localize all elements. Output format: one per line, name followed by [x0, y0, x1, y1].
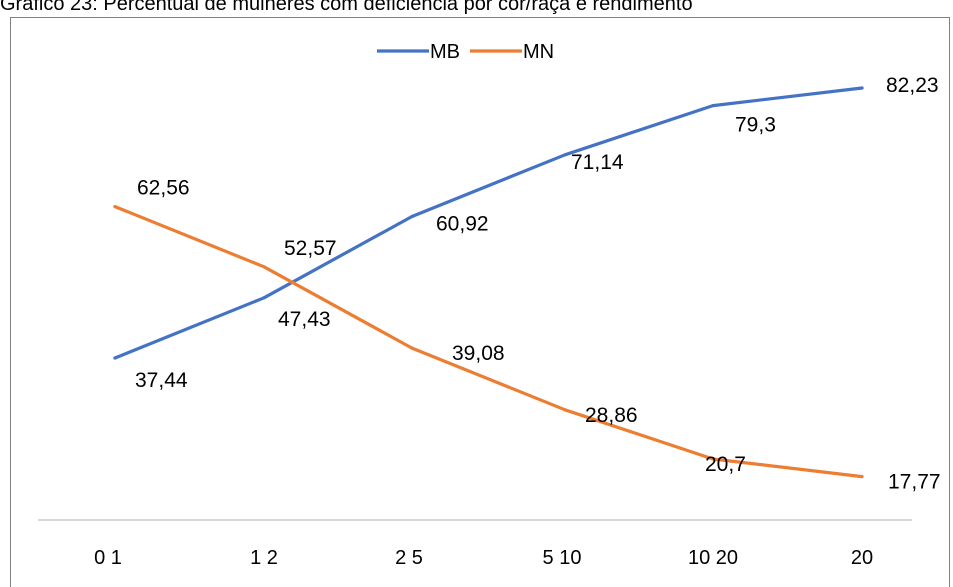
data-label-mn: 62,56 — [137, 177, 190, 200]
data-point-mb — [262, 296, 266, 300]
data-point-mn — [860, 475, 864, 479]
data-point-mb — [410, 214, 414, 219]
data-label-mb: 71,14 — [571, 151, 624, 174]
data-point-mn — [410, 346, 414, 350]
data-point-mn — [262, 265, 266, 269]
x-tick-label: 10 20 — [688, 547, 738, 569]
data-point-mn — [711, 457, 715, 461]
data-label-mn: 28,86 — [585, 404, 638, 427]
series-line-mn — [113, 205, 864, 479]
x-tick-label: 5 10 — [543, 547, 582, 569]
x-tick-label: 1 2 — [250, 547, 278, 569]
data-label-mn: 52,57 — [284, 237, 337, 260]
data-label-mn: 17,77 — [888, 471, 941, 494]
x-tick-label: 20 — [851, 547, 873, 569]
data-label-mb: 79,3 — [735, 114, 776, 137]
chart-title: Gráfico 23: Percentual de mulheres com d… — [0, 0, 693, 15]
data-label-mn: 39,08 — [452, 342, 505, 365]
data-label-mb: 47,43 — [278, 308, 331, 331]
data-point-mb — [113, 356, 117, 360]
data-label-mb: 60,92 — [436, 213, 489, 236]
x-tick-label: 0 1 — [94, 547, 122, 569]
data-label-mn: 20,7 — [705, 453, 746, 476]
x-tick-label: 2 5 — [395, 547, 423, 569]
legend-label-mb: MB — [430, 41, 460, 63]
data-label-mb: 82,23 — [886, 74, 939, 97]
series-line-mb — [113, 86, 864, 360]
data-label-mb: 37,44 — [135, 369, 188, 392]
data-point-mn — [113, 205, 117, 209]
legend-label-mn: MN — [523, 41, 554, 63]
data-point-mn — [563, 408, 567, 412]
data-point-mb — [711, 104, 715, 108]
data-point-mb — [860, 86, 864, 90]
chart-frame — [10, 17, 950, 587]
data-point-mb — [563, 153, 567, 157]
